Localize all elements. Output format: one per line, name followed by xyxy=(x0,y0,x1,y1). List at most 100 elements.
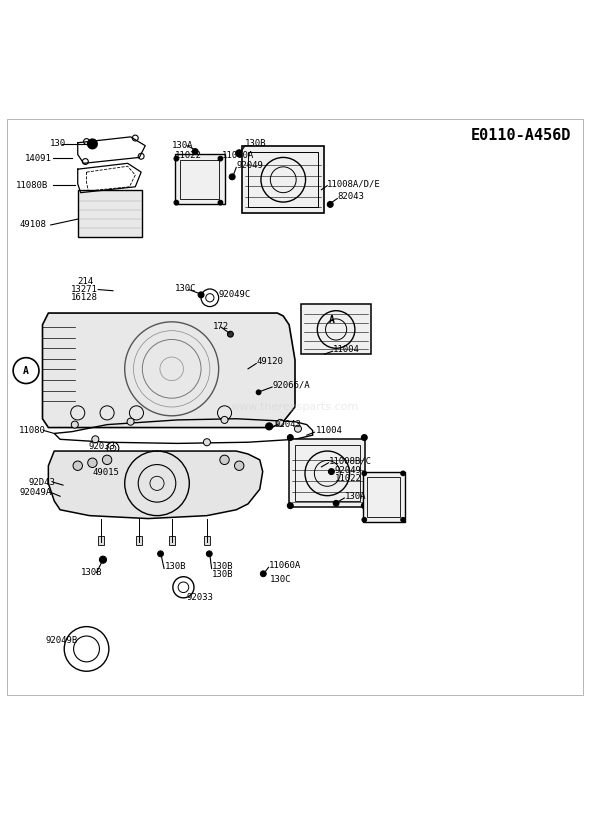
Text: 130A: 130A xyxy=(172,141,193,151)
Text: 49120: 49120 xyxy=(257,357,284,366)
Text: E0110-A456D: E0110-A456D xyxy=(471,128,571,143)
Text: 11022: 11022 xyxy=(175,151,202,160)
Circle shape xyxy=(235,150,242,157)
Polygon shape xyxy=(42,313,295,427)
Circle shape xyxy=(103,455,112,465)
Circle shape xyxy=(287,435,293,440)
Text: 92033: 92033 xyxy=(88,443,115,452)
Text: 92049A: 92049A xyxy=(19,488,51,497)
Text: 49015: 49015 xyxy=(93,468,119,477)
Circle shape xyxy=(277,419,284,427)
Circle shape xyxy=(260,571,266,576)
Circle shape xyxy=(192,149,198,155)
Bar xyxy=(301,304,371,354)
Circle shape xyxy=(204,439,211,446)
Bar xyxy=(136,536,142,545)
Circle shape xyxy=(73,461,83,470)
Text: 130B: 130B xyxy=(212,562,233,571)
Text: www.therepsparts.com: www.therepsparts.com xyxy=(231,402,359,412)
Text: 92033: 92033 xyxy=(186,593,213,602)
Circle shape xyxy=(88,139,97,149)
Bar xyxy=(289,440,365,507)
Circle shape xyxy=(361,435,367,440)
Text: 11080: 11080 xyxy=(19,426,46,435)
Text: 13271: 13271 xyxy=(71,285,97,294)
Circle shape xyxy=(71,421,78,428)
Text: 130B: 130B xyxy=(245,139,267,148)
Text: 92049: 92049 xyxy=(236,161,263,170)
Text: 130A: 130A xyxy=(345,492,366,501)
Circle shape xyxy=(362,471,366,475)
Text: 172: 172 xyxy=(213,322,229,331)
Text: 130C: 130C xyxy=(175,284,196,294)
Text: 11060A: 11060A xyxy=(268,561,301,570)
Circle shape xyxy=(61,484,67,489)
Circle shape xyxy=(58,494,64,501)
Circle shape xyxy=(158,551,163,557)
Circle shape xyxy=(218,200,223,205)
Text: 92049B: 92049B xyxy=(45,636,78,645)
Text: 11008B/C: 11008B/C xyxy=(329,457,372,466)
Circle shape xyxy=(198,292,204,298)
Bar xyxy=(295,445,359,501)
Bar xyxy=(248,151,319,208)
Circle shape xyxy=(329,469,335,475)
Text: 14091: 14091 xyxy=(25,154,52,163)
Bar xyxy=(78,190,142,237)
Circle shape xyxy=(127,418,134,425)
Text: 16128: 16128 xyxy=(71,293,97,302)
Text: 130B: 130B xyxy=(81,568,102,577)
Text: A: A xyxy=(329,315,335,325)
Text: 130C: 130C xyxy=(270,575,291,584)
Text: 130: 130 xyxy=(50,139,65,148)
Bar xyxy=(169,536,175,545)
Text: 82043: 82043 xyxy=(337,192,364,201)
Circle shape xyxy=(294,425,301,432)
Circle shape xyxy=(256,390,261,395)
Circle shape xyxy=(174,200,179,205)
Text: 11004: 11004 xyxy=(316,426,342,435)
Circle shape xyxy=(174,156,179,161)
Circle shape xyxy=(92,435,99,443)
Circle shape xyxy=(361,503,367,509)
Circle shape xyxy=(88,458,97,467)
Circle shape xyxy=(230,174,235,180)
Circle shape xyxy=(333,501,339,506)
Circle shape xyxy=(228,331,233,337)
Bar xyxy=(99,536,104,545)
Bar xyxy=(367,477,399,517)
Text: 11060A: 11060A xyxy=(222,151,254,160)
Text: 92043: 92043 xyxy=(274,420,301,429)
Bar xyxy=(204,536,210,545)
Circle shape xyxy=(362,518,366,522)
Text: 130B: 130B xyxy=(165,562,186,571)
Text: 11080B: 11080B xyxy=(16,181,48,190)
Bar xyxy=(362,471,405,522)
Text: 11008A/D/E: 11008A/D/E xyxy=(327,180,381,189)
Text: 11004: 11004 xyxy=(333,345,360,354)
Circle shape xyxy=(266,422,273,430)
Text: A: A xyxy=(23,365,29,375)
Circle shape xyxy=(221,417,228,423)
Bar xyxy=(175,155,225,204)
Circle shape xyxy=(401,518,405,522)
Text: 92066/A: 92066/A xyxy=(273,381,310,390)
Circle shape xyxy=(100,556,107,563)
Text: 92049C: 92049C xyxy=(219,291,251,300)
Bar xyxy=(242,146,324,213)
Text: 214: 214 xyxy=(78,278,94,287)
Polygon shape xyxy=(48,451,263,519)
Circle shape xyxy=(234,461,244,470)
Circle shape xyxy=(218,156,223,161)
Text: 92D43: 92D43 xyxy=(29,478,56,487)
Text: 11022: 11022 xyxy=(335,474,362,484)
Circle shape xyxy=(401,471,405,475)
Bar xyxy=(181,160,219,199)
Circle shape xyxy=(287,503,293,509)
Circle shape xyxy=(206,551,212,557)
Text: 130B: 130B xyxy=(212,571,233,580)
Circle shape xyxy=(327,202,333,208)
Text: 49108: 49108 xyxy=(19,221,46,230)
Text: 92049: 92049 xyxy=(335,466,362,475)
Circle shape xyxy=(220,455,230,465)
